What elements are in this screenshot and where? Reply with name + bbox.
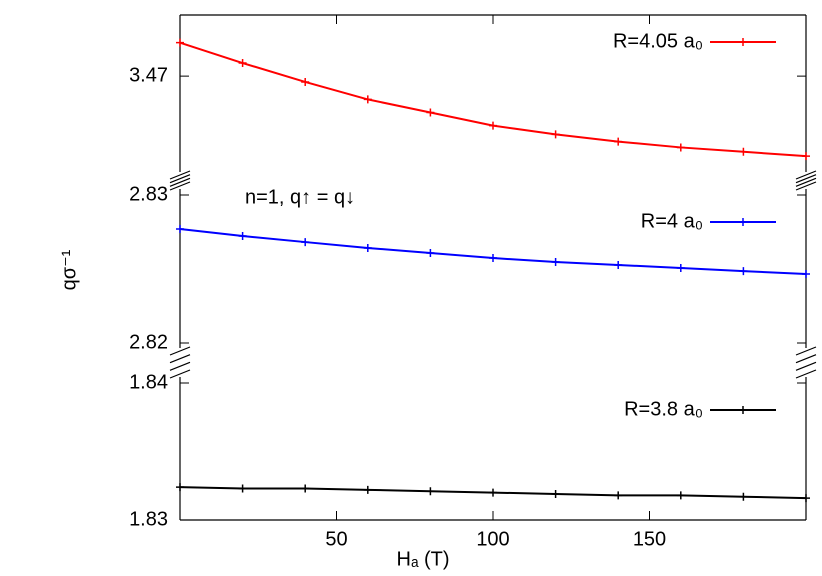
y-tick-label: 2.83 (129, 183, 168, 205)
legend-label: R=4.05 a₀ (613, 30, 703, 52)
point-marker (238, 231, 247, 240)
point-marker (551, 489, 560, 498)
point-marker (676, 491, 685, 500)
y-tick-label: 1.83 (129, 508, 168, 530)
series-line (179, 228, 807, 276)
point-marker (802, 494, 810, 503)
break-hatch (795, 170, 817, 180)
break-hatch (169, 346, 191, 356)
point-marker (802, 152, 810, 161)
x-tick-label: 100 (476, 528, 509, 550)
x-tick-label: 150 (633, 528, 666, 550)
point-marker (238, 484, 247, 493)
frame (179, 14, 807, 521)
point-marker (739, 267, 748, 276)
point-marker (614, 137, 623, 146)
point-marker (176, 483, 184, 492)
point-marker (238, 59, 247, 68)
point-marker (489, 121, 497, 130)
point-marker (739, 147, 748, 156)
y-tick-label: 3.47 (129, 64, 168, 86)
break-hatch (169, 177, 191, 187)
legend-label: R=4 a₀ (641, 210, 703, 232)
point-marker (614, 491, 623, 500)
break-hatch (795, 369, 817, 379)
point-marker (802, 270, 810, 279)
point-marker (551, 258, 560, 267)
point-marker (301, 77, 310, 86)
point-marker (426, 249, 435, 258)
break-hatch (795, 354, 817, 364)
point-marker (489, 488, 497, 497)
point-marker (489, 254, 497, 263)
break-hatch (795, 174, 817, 184)
point-marker (426, 108, 435, 117)
break-hatch (169, 354, 191, 364)
point-marker (426, 487, 435, 496)
legend-label: R=3.8 a₀ (624, 398, 703, 420)
break-hatch (795, 361, 817, 371)
y-tick-label: 1.84 (129, 371, 168, 393)
break-gap (796, 348, 816, 377)
y-tick-label: 2.82 (129, 331, 168, 353)
point-marker (176, 225, 184, 234)
break-hatch (169, 174, 191, 184)
point-marker (176, 38, 184, 47)
point-marker (676, 263, 685, 272)
point-marker (551, 130, 560, 139)
point-marker (614, 261, 623, 270)
point-marker (363, 95, 372, 104)
annotation: n=1, q↑ = q↓ (245, 186, 355, 208)
break-hatch (169, 361, 191, 371)
break-hatch (795, 181, 817, 191)
break-hatch (169, 369, 191, 379)
x-tick-label: 50 (325, 528, 347, 550)
x-axis-label: Hₐ (T) (397, 548, 450, 570)
break-gap (170, 348, 190, 377)
point-marker (363, 485, 372, 494)
point-marker (301, 484, 310, 493)
break-hatch (169, 181, 191, 191)
point-marker (676, 143, 685, 152)
series-line (179, 41, 807, 158)
break-hatch (795, 177, 817, 187)
break-hatch (795, 346, 817, 356)
y-axis-label: qσ⁻¹ (58, 249, 80, 290)
point-marker (739, 492, 748, 501)
break-hatch (169, 170, 191, 180)
axis-breaks (169, 170, 817, 379)
point-marker (301, 238, 310, 247)
point-marker (363, 243, 372, 252)
